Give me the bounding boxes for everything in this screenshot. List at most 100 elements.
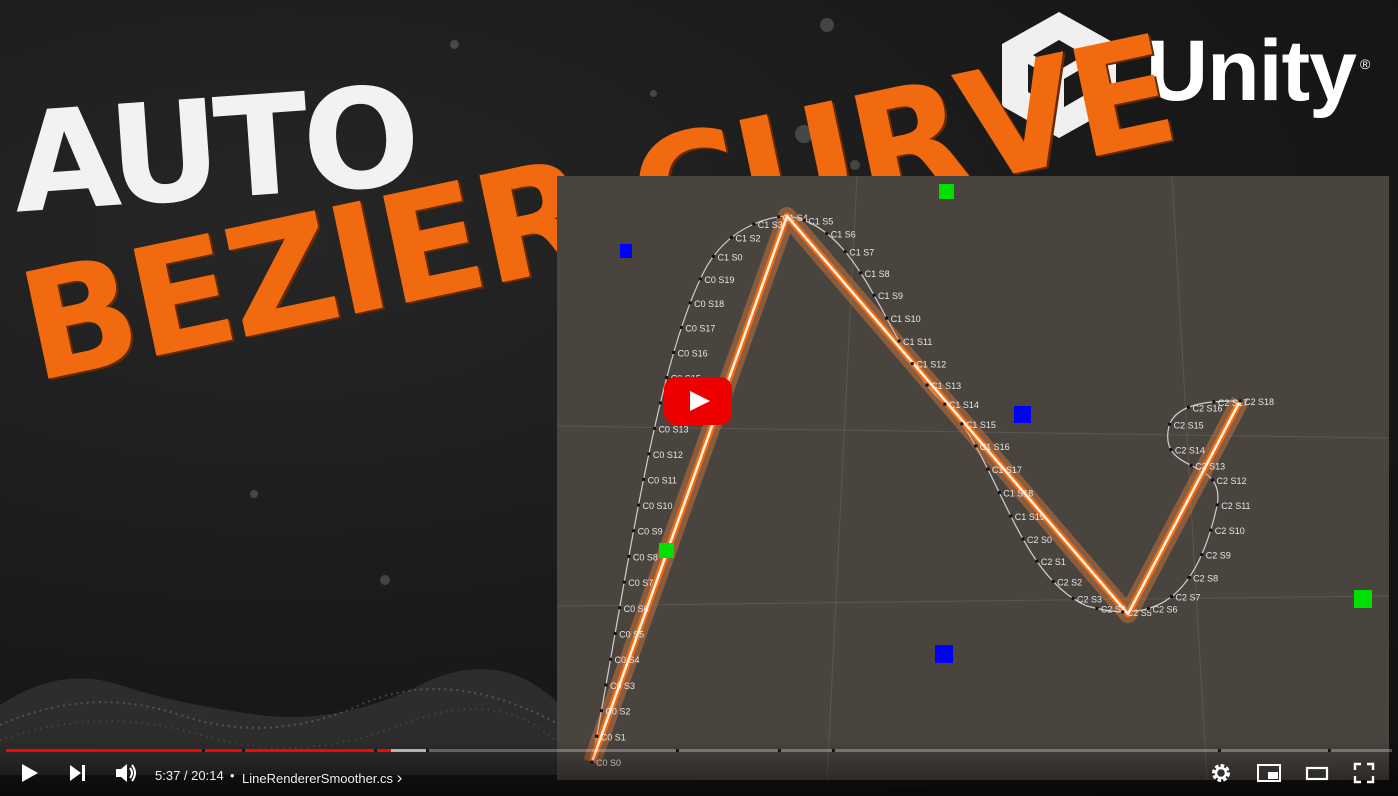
segment-label: C1 S11 <box>903 337 932 347</box>
segment-point <box>1186 405 1190 409</box>
control-point-blue <box>620 244 632 258</box>
miniplayer-button[interactable] <box>1257 762 1281 789</box>
segment-label: C2 S3 <box>1077 594 1102 604</box>
segment-label: C1 S4 <box>783 213 808 223</box>
segment-point <box>1209 528 1213 532</box>
segment-point <box>622 580 626 584</box>
chapter-marker <box>242 749 245 752</box>
segment-label: C0 S17 <box>685 324 715 334</box>
segment-point <box>986 467 990 471</box>
segment-label: C2 S13 <box>1195 461 1225 471</box>
segment-label: C2 S11 <box>1221 501 1250 511</box>
segment-label: C1 S16 <box>980 442 1010 452</box>
unity-logo: Unity ® <box>998 10 1378 140</box>
segment-point <box>1238 399 1242 403</box>
volume-button[interactable] <box>114 762 138 789</box>
segment-point <box>599 709 603 713</box>
settings-button[interactable] <box>1210 762 1232 789</box>
segment-label: C2 S6 <box>1153 605 1178 615</box>
segment-point <box>897 339 901 343</box>
segment-label: C1 S10 <box>891 314 921 324</box>
segment-point <box>1170 595 1174 599</box>
fullscreen-button[interactable] <box>1353 762 1375 789</box>
segment-point <box>1168 422 1172 426</box>
segment-label: C2 S7 <box>1176 593 1201 603</box>
segment-point <box>777 215 781 219</box>
volume-icon <box>116 764 136 782</box>
segment-label: C0 S8 <box>633 552 658 562</box>
chapter-title-button[interactable]: LineRendererSmoother.cs › <box>242 768 402 788</box>
segment-point <box>1121 610 1125 614</box>
control-point-green <box>659 543 674 558</box>
segment-label: C0 S3 <box>610 681 635 691</box>
bg-speck <box>250 490 258 498</box>
control-point-blue <box>1014 406 1031 423</box>
segment-label: C0 S6 <box>624 604 649 614</box>
segment-point <box>802 218 806 222</box>
segment-point <box>632 529 636 533</box>
time-display: 5:37 / 20:14 <box>155 768 224 783</box>
segment-point <box>859 271 863 275</box>
next-button[interactable] <box>68 762 88 789</box>
segment-point <box>1147 607 1151 611</box>
chapter-marker <box>676 749 679 752</box>
segment-label: C1 S8 <box>865 269 890 279</box>
scene-grid <box>556 175 1390 781</box>
segment-label: C0 S5 <box>619 630 644 640</box>
segment-label: C1 S19 <box>1015 512 1045 522</box>
segment-label: C0 S1 <box>601 732 626 742</box>
segment-label: C1 S17 <box>992 465 1022 475</box>
segment-point <box>604 683 608 687</box>
segment-point <box>618 606 622 610</box>
segment-label: C0 S4 <box>615 655 640 665</box>
segment-point <box>613 632 617 636</box>
segment-label: C2 S5 <box>1127 608 1152 618</box>
bg-speck <box>650 90 657 97</box>
big-play-button[interactable] <box>664 377 732 425</box>
segment-label: C2 S9 <box>1206 551 1231 561</box>
segment-point <box>711 254 715 258</box>
chevron-right-icon: › <box>396 768 403 787</box>
segment-point <box>910 362 914 366</box>
segment-label: C2 S0 <box>1027 535 1052 545</box>
segment-label: C2 S10 <box>1215 526 1245 536</box>
chapter-marker <box>832 749 835 752</box>
segment-point <box>843 250 847 254</box>
segment-point <box>960 422 964 426</box>
progress-bar[interactable] <box>6 749 1392 752</box>
theater-mode-button[interactable] <box>1305 762 1329 789</box>
progress-played <box>6 749 392 752</box>
time-current: 5:37 <box>155 768 181 783</box>
segment-point <box>609 657 613 661</box>
segment-label: C0 S11 <box>648 475 677 485</box>
segment-label: C1 S5 <box>808 216 833 226</box>
segment-label: C2 S8 <box>1193 574 1218 584</box>
segment-label: C0 S12 <box>653 450 683 460</box>
control-point-green <box>1354 590 1372 608</box>
unity-cube-icon <box>1002 12 1116 138</box>
play-button[interactable] <box>20 762 40 789</box>
segment-label: C0 S13 <box>658 424 688 434</box>
chapter-separator: • <box>230 768 235 783</box>
segment-point <box>1169 448 1173 452</box>
segment-point <box>925 383 929 387</box>
segment-point <box>885 316 889 320</box>
segment-point <box>642 477 646 481</box>
segment-point <box>730 236 734 240</box>
segment-point <box>825 231 829 235</box>
segment-point <box>665 376 669 380</box>
segment-label: C0 S9 <box>638 527 663 537</box>
segment-point <box>658 401 662 405</box>
bg-speck <box>450 40 459 49</box>
segment-point <box>672 350 676 354</box>
segment-point <box>1095 607 1099 611</box>
segment-label: C2 S2 <box>1057 578 1082 588</box>
chapter-marker <box>1328 749 1331 752</box>
segment-label: C1 S18 <box>1003 489 1033 499</box>
segment-point <box>1212 400 1216 404</box>
segment-point <box>637 503 641 507</box>
segment-label: C0 S2 <box>605 707 630 717</box>
